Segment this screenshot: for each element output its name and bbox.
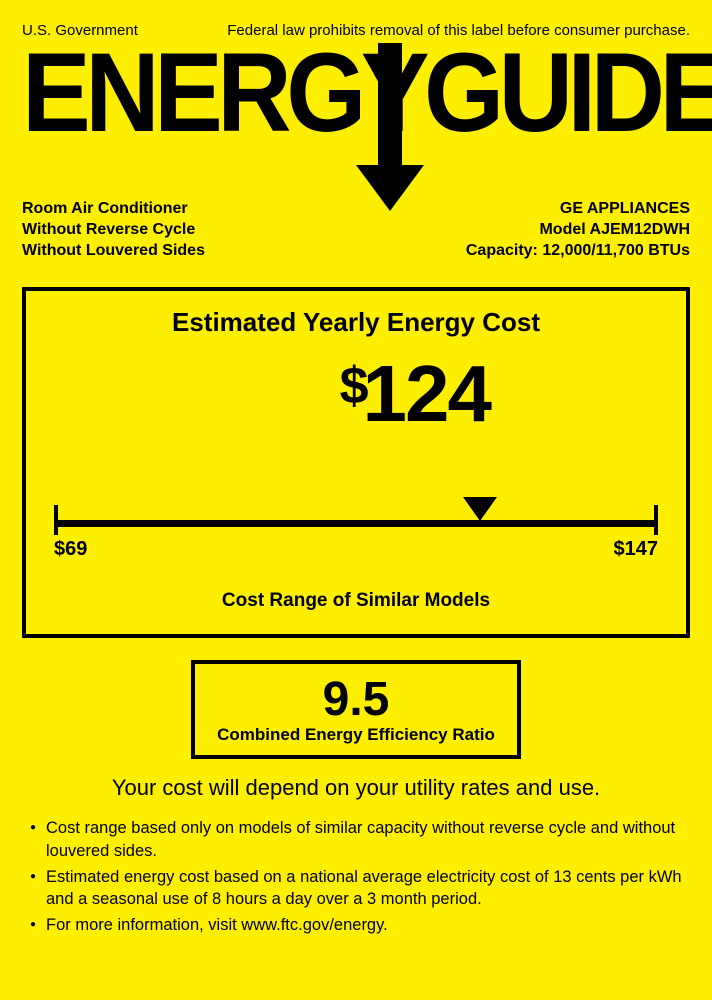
scale-tick-min xyxy=(54,505,58,535)
logo-text: ENERGYGUIDE xyxy=(22,43,637,144)
down-arrow-icon xyxy=(356,43,424,213)
depends-text: Your cost will depend on your utility ra… xyxy=(22,775,690,801)
ceer-label: Combined Energy Efficiency Ratio xyxy=(195,725,517,745)
product-left: Room Air Conditioner Without Reverse Cyc… xyxy=(22,199,205,261)
range-caption: Cost Range of Similar Models xyxy=(54,590,658,612)
energy-guide-label: U.S. Government Federal law prohibits re… xyxy=(0,0,712,1000)
logo: ENERGYGUIDE xyxy=(22,43,690,163)
cost-value: $124 xyxy=(340,348,490,440)
ceer-value: 9.5 xyxy=(195,672,517,727)
footnote-2: Estimated energy cost based on a nationa… xyxy=(30,866,690,911)
scale-max-label: $147 xyxy=(614,538,659,561)
product-feature-1: Without Reverse Cycle xyxy=(22,220,205,241)
footnote-1: Cost range based only on models of simil… xyxy=(30,817,690,862)
capacity: Capacity: 12,000/11,700 BTUs xyxy=(466,241,690,262)
model: Model AJEM12DWH xyxy=(466,220,690,241)
scale-tick-max xyxy=(654,505,658,535)
cost-value-row: $124 xyxy=(54,348,658,448)
scale-pointer-icon xyxy=(463,497,497,523)
yearly-cost-box: Estimated Yearly Energy Cost $124 $69 $1… xyxy=(22,287,690,638)
footnotes: Cost range based only on models of simil… xyxy=(22,817,690,936)
cost-number: 124 xyxy=(363,349,490,438)
product-feature-2: Without Louvered Sides xyxy=(22,241,205,262)
footnote-3: For more information, visit www.ftc.gov/… xyxy=(30,914,690,936)
product-right: GE APPLIANCES Model AJEM12DWH Capacity: … xyxy=(466,199,690,261)
scale-line xyxy=(54,520,658,527)
scale-min-label: $69 xyxy=(54,538,87,561)
brand: GE APPLIANCES xyxy=(466,199,690,220)
ceer-box: 9.5 Combined Energy Efficiency Ratio xyxy=(191,660,521,759)
cost-title: Estimated Yearly Energy Cost xyxy=(54,307,658,338)
product-type: Room Air Conditioner xyxy=(22,199,205,220)
cost-scale: $69 $147 xyxy=(54,502,658,562)
